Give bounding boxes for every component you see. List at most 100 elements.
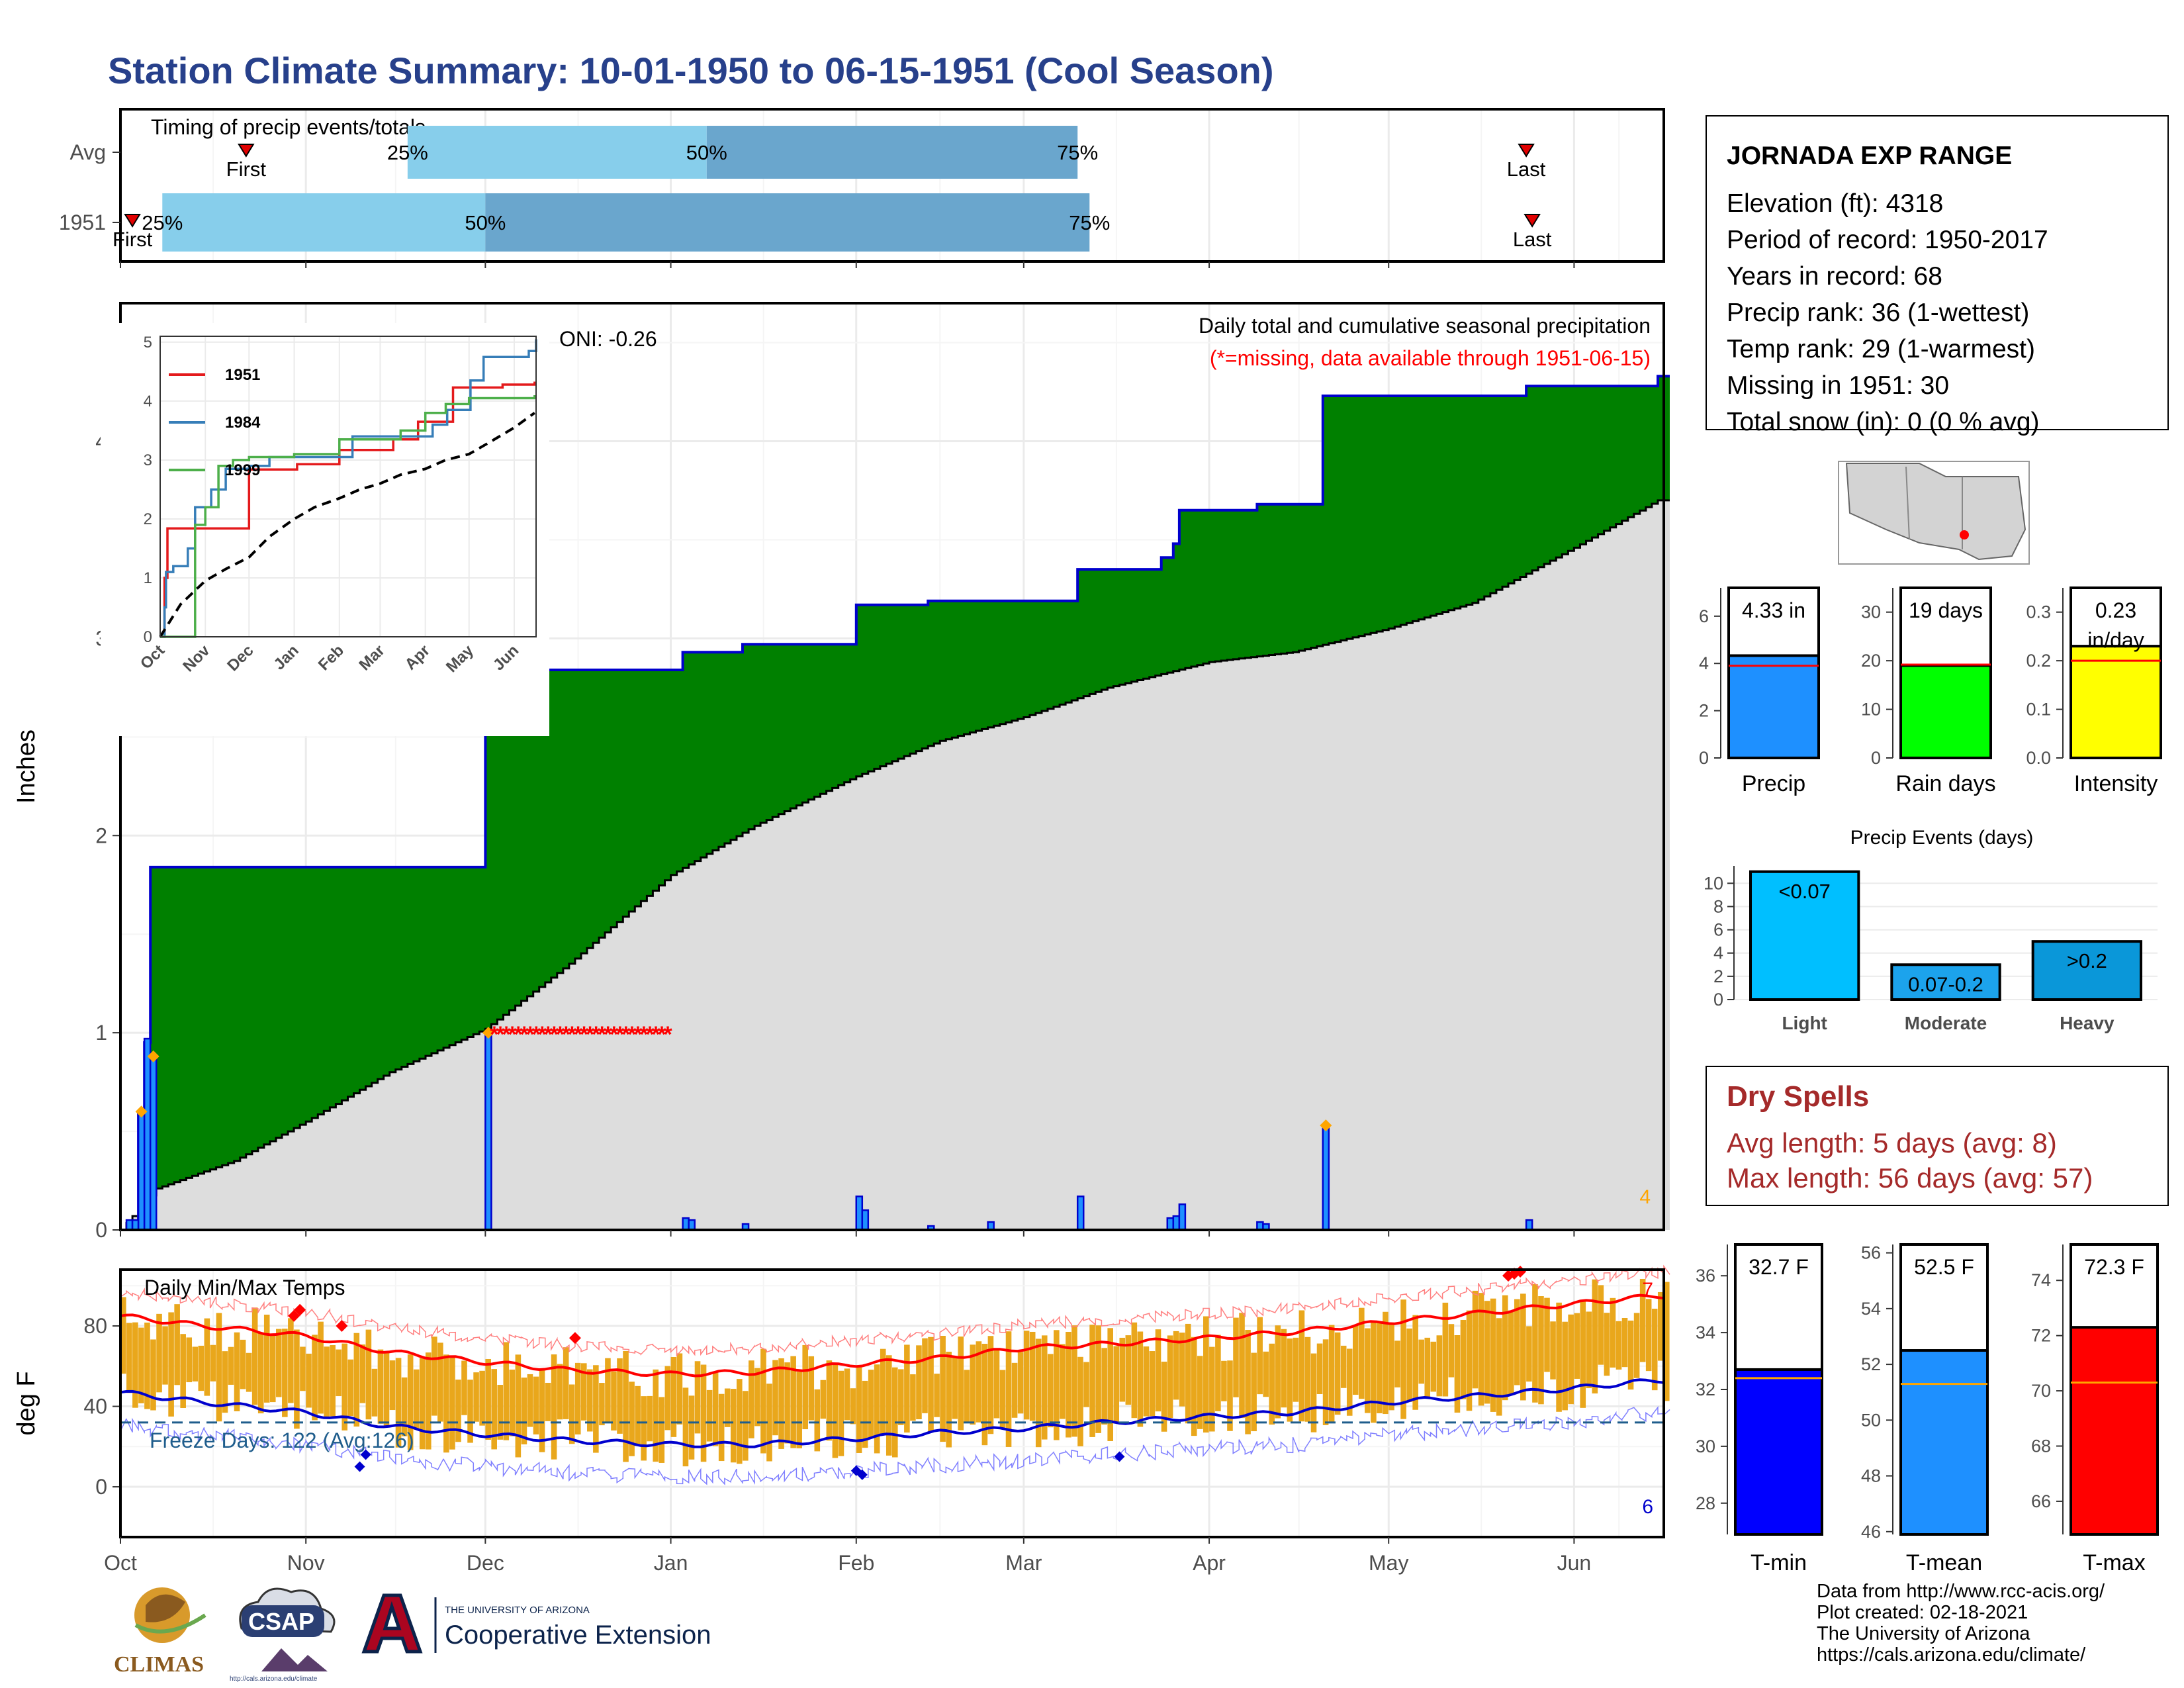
daily-temp-bar: [198, 1345, 205, 1391]
tmeans-value-label: 72.3 F: [2084, 1255, 2144, 1279]
daily-temp-bar: [162, 1326, 168, 1385]
inset-series-average: [159, 412, 535, 638]
daily-temp-bar: [844, 1368, 850, 1421]
inset-y-tick-label: 5: [144, 334, 152, 352]
tmeans-y-tick-label: 74: [2031, 1270, 2051, 1290]
tmeans-y-tick-label: 68: [2031, 1436, 2051, 1456]
daily-temp-bar: [796, 1372, 802, 1448]
daily-temp-bar: [641, 1396, 647, 1461]
daily-temp-bar: [922, 1338, 928, 1413]
daily-temp-bar: [330, 1345, 336, 1417]
record-max-marker: [288, 1309, 300, 1322]
inset-y-tick-label: 2: [144, 510, 152, 528]
daily-temp-bar: [952, 1357, 958, 1419]
daily-temp-bar: [1131, 1322, 1138, 1419]
timing-p25-label: 25%: [142, 211, 183, 234]
station-years: Years in record: 68: [1727, 262, 1942, 291]
missing-day-marker: *: [502, 1022, 511, 1047]
daily-temp-bar: [306, 1353, 312, 1408]
daily-temp-bar: [557, 1364, 563, 1420]
daily-temp-bar: [1227, 1360, 1233, 1431]
daily-temp-bar: [1281, 1329, 1287, 1408]
events-y-tick-label: 8: [1713, 896, 1723, 916]
timing-panel: Timing of precip events/totals Avg 25% 50% 7…: [59, 108, 1665, 268]
totals-category-label: Precip: [1742, 771, 1805, 796]
daily-temp-bar: [1304, 1336, 1311, 1422]
daily-precip-bar: [855, 1196, 864, 1231]
inset-y-tick-label: 1: [144, 569, 152, 587]
tmeans-y-tick-label: 70: [2031, 1381, 2051, 1401]
precip-panel: 01234******************************Daily…: [13, 302, 1670, 1242]
daily-temp-bar: [545, 1382, 551, 1421]
daily-temp-bar: [1048, 1354, 1054, 1428]
daily-temp-bar: [898, 1369, 904, 1425]
daily-temp-bar: [736, 1379, 743, 1464]
missing-day-marker: *: [550, 1022, 559, 1047]
daily-temp-bar: [1137, 1331, 1144, 1427]
missing-day-marker: *: [592, 1022, 601, 1047]
daily-temp-bar: [1185, 1323, 1191, 1424]
daily-temp-bar: [574, 1362, 581, 1434]
daily-temp-bar: [862, 1380, 868, 1448]
daily-temp-bar: [743, 1391, 749, 1461]
events-category-label: Heavy: [2060, 1013, 2115, 1033]
totals-category-label: Intensity: [2074, 771, 2158, 796]
daily-temp-bar: [999, 1370, 1006, 1428]
daily-temp-bar: [461, 1360, 467, 1415]
tmeans-value-bar-T-mean: [1899, 1349, 1989, 1536]
ua-logo-small-text: THE UNIVERSITY OF ARIZONA: [445, 1605, 590, 1616]
precip-title: Daily total and cumulative seasonal prec…: [1199, 314, 1651, 338]
daily-temp-bar: [1316, 1343, 1323, 1395]
daily-temp-bar: [1352, 1325, 1359, 1395]
events-y-tick-label: 6: [1713, 920, 1723, 940]
daily-temp-bar: [569, 1384, 575, 1444]
daily-temp-bar: [1365, 1328, 1371, 1413]
daily-precip-marker: [147, 1050, 159, 1062]
daily-temp-bar: [904, 1344, 910, 1433]
timing-last-marker: [1524, 214, 1541, 228]
station-snow: Total snow (in): 0 (0 % avg): [1727, 408, 2040, 436]
missing-day-marker: *: [514, 1022, 523, 1047]
daily-temp-bar: [1191, 1336, 1197, 1436]
daily-temp-bar: [126, 1323, 132, 1393]
daily-temp-bar: [240, 1339, 246, 1389]
inset-frame: [159, 336, 537, 637]
daily-temp-bar: [1544, 1297, 1550, 1372]
daily-temp-bar: [1143, 1346, 1150, 1417]
tmeans-y-tick-label: 32: [1696, 1380, 1715, 1399]
totals-y-tick-label: 0.3: [2026, 602, 2051, 622]
daily-temp-bar: [1233, 1317, 1239, 1397]
daily-temp-bar: [1627, 1320, 1634, 1390]
daily-temp-bar: [467, 1380, 473, 1443]
daily-temp-bar: [802, 1344, 809, 1430]
station-location-marker: [1960, 530, 1969, 539]
daily-temp-bar: [1179, 1333, 1185, 1407]
daily-temp-bar: [670, 1356, 677, 1437]
daily-temp-bar: [1383, 1311, 1388, 1415]
page-title: Station Climate Summary: 10-01-1950 to 0…: [108, 50, 1274, 91]
timing-last-marker: [1518, 144, 1535, 158]
station-info-box: JORNADA EXP RANGE Elevation (ft): 4318 P…: [1706, 115, 2169, 436]
temp-x-tick-label: Jan: [654, 1551, 688, 1575]
daily-temp-bar: [515, 1354, 522, 1458]
daily-temp-bar: [664, 1366, 671, 1430]
daily-temp-bar: [1460, 1319, 1467, 1399]
csap-logo-text: CSAP: [248, 1608, 314, 1635]
daily-temp-bar: [432, 1336, 437, 1416]
timing-p50-label: 50%: [465, 211, 506, 234]
daily-temp-bar: [1101, 1348, 1107, 1425]
credit-university: The University of Arizona: [1817, 1623, 2030, 1644]
daily-temp-bar: [521, 1378, 527, 1444]
daily-temp-bar: [1550, 1321, 1556, 1380]
daily-temp-bar: [1568, 1314, 1574, 1405]
daily-temp-bar: [1245, 1330, 1251, 1434]
daily-temp-bar: [659, 1397, 665, 1463]
daily-temp-bar: [377, 1349, 384, 1424]
daily-temp-bar: [1562, 1321, 1568, 1411]
daily-temp-bar: [1209, 1346, 1215, 1432]
daily-temp-bar: [539, 1368, 545, 1452]
tmin-normal-line: [120, 1378, 1664, 1448]
daily-temp-bar: [934, 1374, 940, 1417]
daily-temp-bar: [1610, 1297, 1616, 1368]
